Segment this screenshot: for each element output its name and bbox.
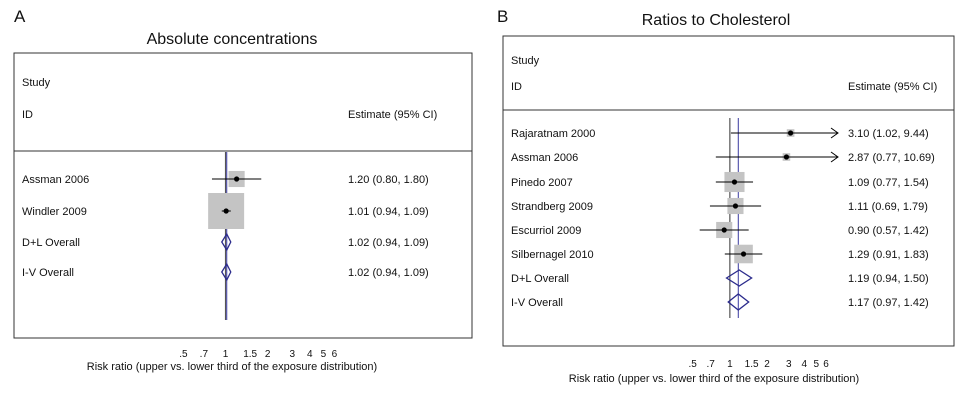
panel-b-study-id: Escurriol 2009 [511,225,581,237]
panel-b-estimate-text: 1.19 (0.94, 1.50) [848,273,929,285]
panel-b-estimate-text: 1.09 (0.77, 1.54) [848,177,929,189]
panel-a-header-id: ID [22,109,33,121]
panel-a-header-study: Study [22,77,51,89]
panel-b-estimate-text: 1.11 (0.69, 1.79) [848,201,928,213]
panel-b-estimate-text: 2.87 (0.77, 10.69) [848,152,935,164]
panel-b-study-id: Strandberg 2009 [511,201,593,213]
panel-a-estimate-text: 1.01 (0.94, 1.09) [348,206,429,218]
panel-b-ci-arrow [830,151,839,163]
panel-b-estimate-text: 1.17 (0.97, 1.42) [848,297,929,309]
panel-b-study-id: Pinedo 2007 [511,177,573,189]
panel-b-tick-label: .5 [688,359,697,370]
panel-a-tick-label: 5 [321,349,327,360]
panel-b-label: B [497,7,508,26]
panel-b-estimate-text: 0.90 (0.57, 1.42) [848,225,929,237]
panel-b-study-id: Assman 2006 [511,152,578,164]
panel-a-x-axis-label: Risk ratio (upper vs. lower third of the… [87,361,377,373]
panel-a-study-id: Windler 2009 [22,206,87,218]
panel-a-tick-label: 2 [265,349,271,360]
panel-b-study-id: Silbernagel 2010 [511,249,594,261]
panel-b-tick-label: .7 [707,359,716,370]
panel-a-study-id: Assman 2006 [22,174,89,186]
panel-b-point-estimate [740,251,747,257]
panel-a-estimate-text: 1.02 (0.94, 1.09) [348,237,429,249]
panel-a-title: Absolute concentrations [147,31,318,48]
panel-b-tick-label: 2 [764,359,770,370]
panel-a-tick-label: .5 [179,349,188,360]
panel-a-estimate-text: 1.20 (0.80, 1.80) [348,174,429,186]
panel-b-point-estimate [783,154,790,160]
panel-a-study-id: D+L Overall [22,237,80,249]
panel-a-tick-label: 6 [332,349,338,360]
panel-b-estimate-text: 1.29 (0.91, 1.83) [848,249,929,261]
panel-a-study-id: I-V Overall [22,267,74,279]
panel-a-tick-label: 4 [307,349,313,360]
panel-b-tick-label: 1.5 [745,359,759,370]
panel-b-tick-label: 4 [801,359,807,370]
panel-a-tick-label: 3 [290,349,296,360]
panel-a-estimate-text: 1.02 (0.94, 1.09) [348,267,429,279]
panel-a-tick-label: 1 [223,349,229,360]
panel-a-header-estimate: Estimate (95% CI) [348,109,437,121]
panel-b-point-estimate [787,130,794,136]
panel-b-x-axis-label: Risk ratio (upper vs. lower third of the… [569,373,859,385]
panel-b-tick-label: 1 [727,359,733,370]
panel-a-tick-label: 1.5 [243,349,257,360]
panel-a-point-estimate [223,208,229,214]
panel-b-point-estimate [732,203,739,209]
panel-b-title: Ratios to Cholesterol [642,12,791,29]
panel-b-tick-label: 5 [813,359,819,370]
panel-b-point-estimate [721,227,727,233]
panel-b-overall-diamond [725,269,753,287]
panel-b-estimate-text: 3.10 (1.02, 9.44) [848,128,929,140]
panel-a-tick-label: .7 [200,349,209,360]
panel-b-study-id: Rajaratnam 2000 [511,128,595,140]
panel-a-label: A [14,7,26,26]
panel-b-tick-label: 6 [823,359,829,370]
panel-a-frame [13,52,473,339]
panel-b-ci-arrow [830,127,839,139]
panel-b-header-id: ID [511,81,522,93]
panel-a-point-estimate [234,176,240,182]
panel-b-frame [502,35,955,347]
panel-b-tick-label: 3 [786,359,792,370]
panel-b-study-id: I-V Overall [511,297,563,309]
panel-a-overall-diamond [221,232,232,252]
panel-b-header-estimate: Estimate (95% CI) [848,81,937,93]
panel-b-study-id: D+L Overall [511,273,569,285]
panel-b-header-study: Study [511,55,540,67]
panel-b-overall-diamond [727,293,750,311]
panel-b-point-estimate [731,179,738,185]
panel-a-overall-diamond [221,262,232,282]
